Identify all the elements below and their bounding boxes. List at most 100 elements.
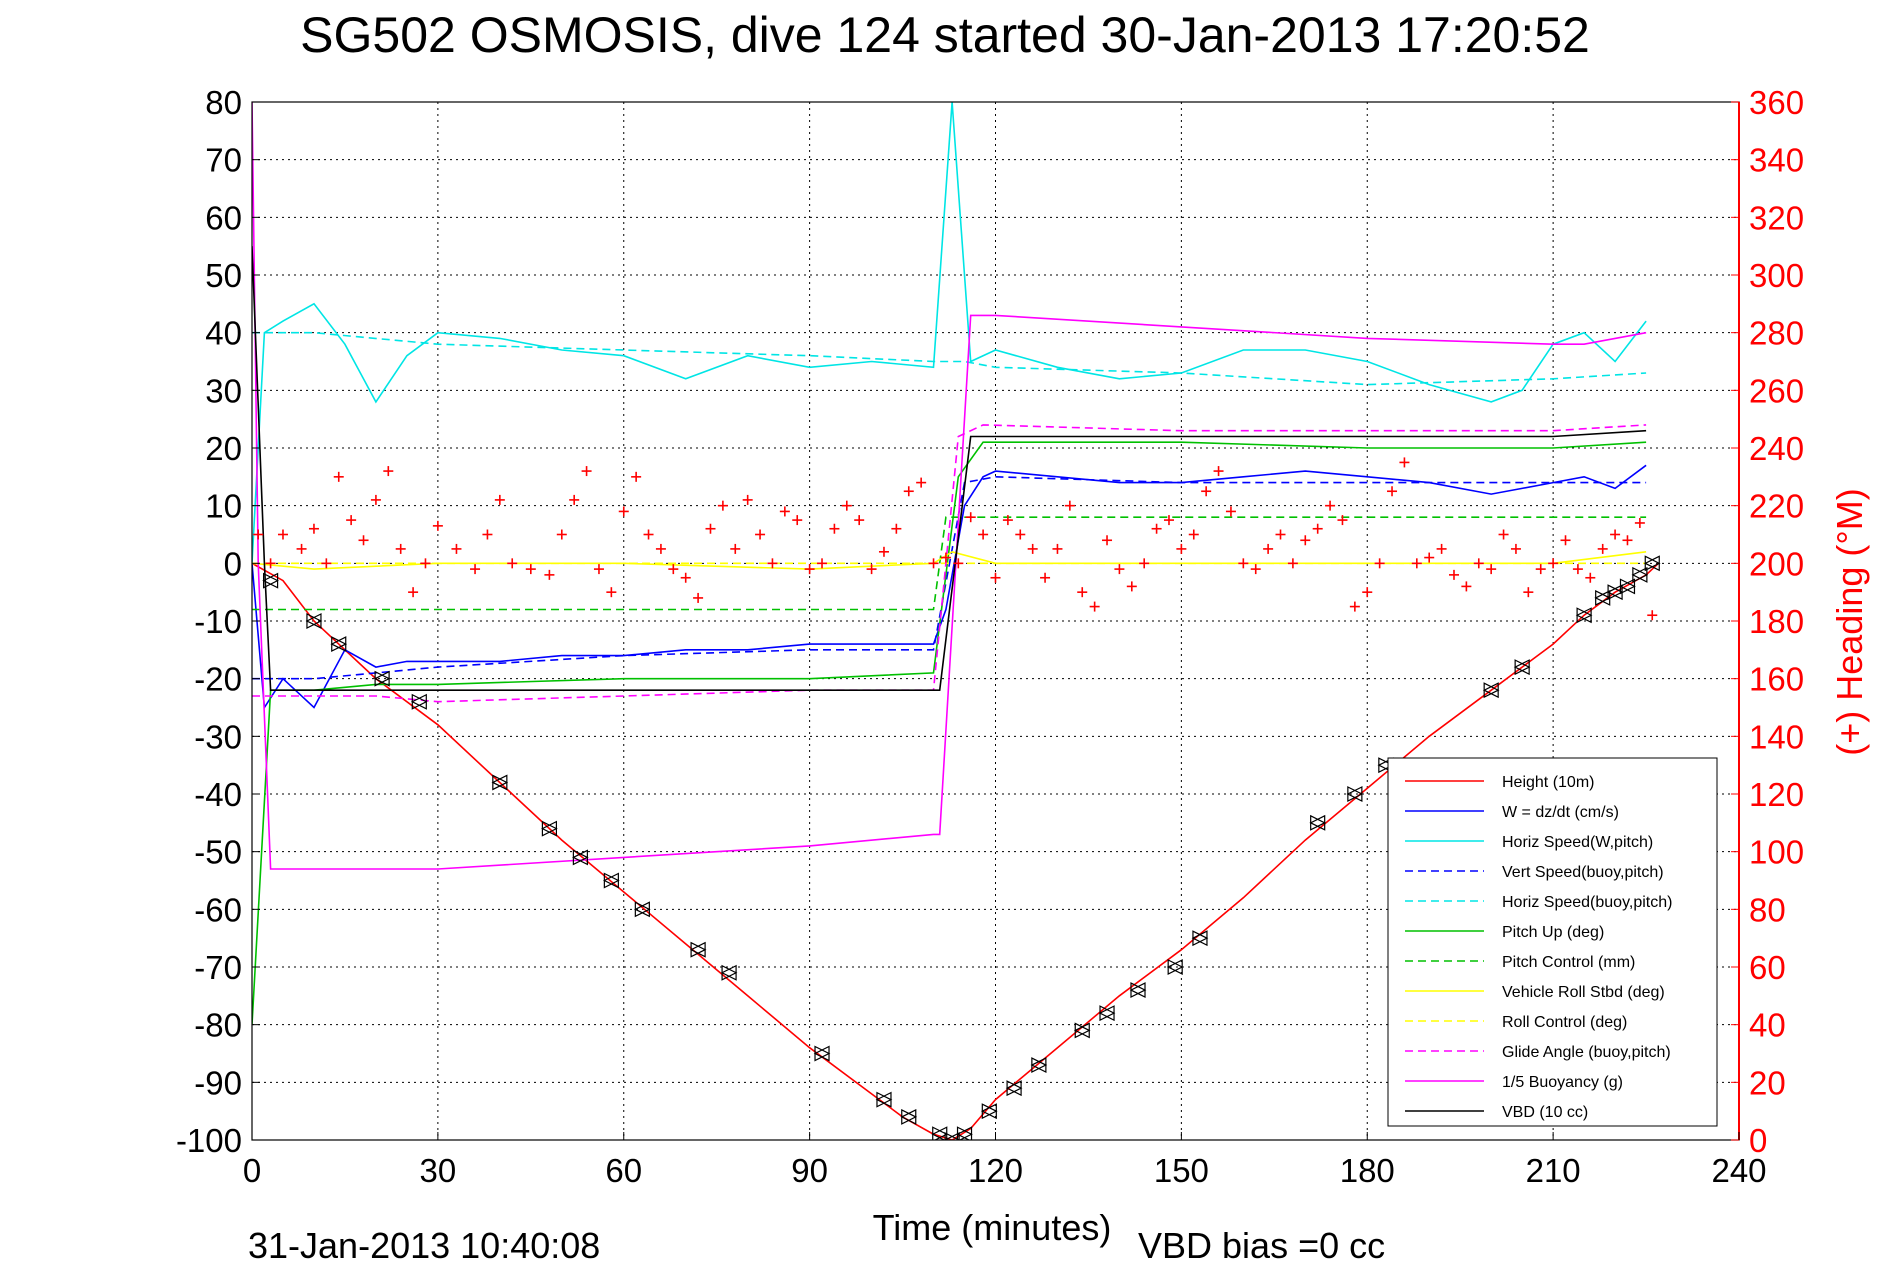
y-tick-label-right: 120 [1749,776,1804,813]
heading-point [1634,517,1645,528]
heading-point [891,523,902,534]
heading-point [916,477,927,488]
y-tick-label-left: 80 [205,84,242,121]
heading-point [253,529,264,540]
heading-point [1126,581,1137,592]
heading-point [1486,564,1497,575]
x-tick-label: 90 [791,1152,828,1189]
heading-point [841,500,852,511]
heading-point [581,466,592,477]
heading-point [1213,466,1224,477]
heading-point [395,543,406,554]
heading-point [965,512,976,523]
height-marker [900,1108,918,1125]
heading-point [767,558,778,569]
height-marker [1482,682,1500,699]
heading-point [1597,543,1608,554]
height-marker [720,964,738,981]
heading-point [1263,543,1274,554]
y-tick-label-right: 0 [1749,1122,1767,1159]
height-marker [373,670,391,687]
heading-point [953,558,964,569]
heading-point [1287,558,1298,569]
legend-label: Horiz Speed(W,pitch) [1502,834,1653,851]
y-tick-label-left: 10 [205,488,242,525]
heading-point [383,466,394,477]
heading-point [569,494,580,505]
heading-point [618,506,629,517]
y-tick-label-left: 30 [205,372,242,409]
y-tick-label-right: 60 [1749,949,1786,986]
heading-point [1411,558,1422,569]
y-tick-label-right: 360 [1749,84,1804,121]
heading-point [1461,581,1472,592]
heading-point [1300,535,1311,546]
y-tick-label-right: 320 [1749,199,1804,236]
series-line [252,516,1647,611]
y-tick-label-left: -20 [194,661,242,698]
x-tick-label: 240 [1711,1152,1766,1189]
height-marker [1309,814,1327,831]
heading-point [1238,558,1249,569]
y-tick-label-right: 160 [1749,661,1804,698]
series-line [252,102,1647,564]
legend-label: VBD (10 cc) [1502,1104,1588,1121]
heading-point [1114,564,1125,575]
heading-point [1312,523,1323,534]
y-ticks-left: 80 70 60 50 40 30 20 10 0 -10 -20 -30 -40 -50 -60 -70 -8… [176,84,260,1159]
height-marker [491,774,509,791]
y-tick-label-left: 0 [224,545,242,582]
y-tick-label-left: -100 [176,1122,242,1159]
y-tick-label-right: 180 [1749,603,1804,640]
heading-point [1387,486,1398,497]
heading-point [1572,564,1583,575]
heading-point [1089,601,1100,612]
heading-point [606,587,617,598]
heading-point [1188,529,1199,540]
heading-point [1102,535,1113,546]
heading-point [265,558,276,569]
heading-point [482,529,493,540]
heading-point [1163,515,1174,526]
y-tick-label-right: 100 [1749,834,1804,871]
x-tick-label: 30 [420,1152,457,1189]
heading-point [1622,535,1633,546]
heading-point [408,587,419,598]
series-layer [252,102,1661,1140]
heading-point [903,486,914,497]
legend: Height (10m) W = dz/dt (cm/s) Horiz Speed(… [1387,757,1718,1127]
y-tick-label-left: -50 [194,834,242,871]
heading-point [1535,564,1546,575]
height-marker [875,1091,893,1108]
heading-point [680,572,691,583]
height-marker [572,849,589,866]
heading-point [1585,572,1596,583]
legend-label: Pitch Control (mm) [1502,954,1635,971]
heading-point [1374,558,1385,569]
heading-point [1473,558,1484,569]
heading-point [1064,500,1075,511]
heading-point [866,564,877,575]
y-tick-label-right: 20 [1749,1064,1786,1101]
height-marker [1030,1057,1048,1074]
y-axis-label-right: (+) Heading (°M) [1829,488,1870,755]
y-ticks-right: 3603403203002802602402202001801601401201… [1731,84,1804,1159]
heading-point [928,558,939,569]
height-marker [1631,566,1649,583]
y-tick-label-left: 70 [205,142,242,179]
series-line [252,562,1660,1140]
heading-point [470,564,481,575]
height-marker [1346,786,1364,802]
series-line [252,246,1647,692]
x-tick-label: 150 [1154,1152,1209,1189]
y-tick-label-right: 220 [1749,488,1804,525]
heading-point [1015,529,1026,540]
heading-point [556,529,567,540]
legend-label: Height (10m) [1502,774,1594,791]
heading-point [1250,564,1261,575]
legend-label: 1/5 Buoyancy (g) [1502,1074,1623,1091]
heading-point [308,523,319,534]
heading-point [1225,506,1236,517]
heading-point [1448,569,1459,580]
